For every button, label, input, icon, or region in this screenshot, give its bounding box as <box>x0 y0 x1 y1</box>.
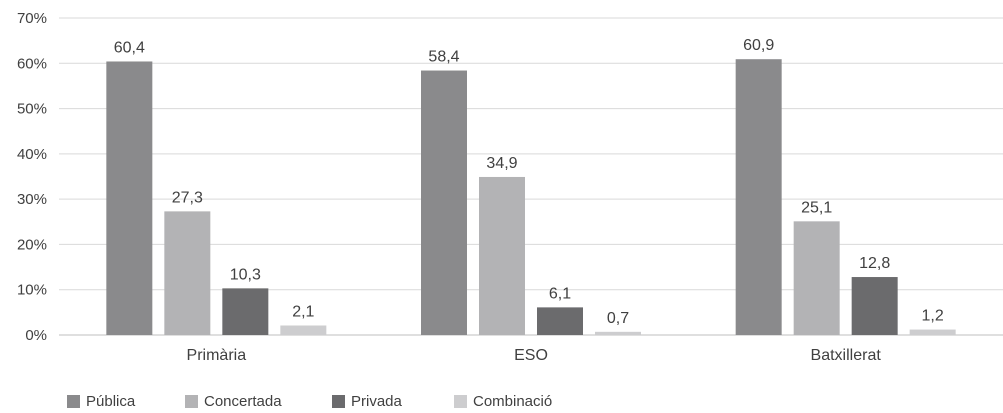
bar <box>595 331 641 335</box>
bar <box>106 61 153 336</box>
bar <box>909 329 956 335</box>
legend-swatch <box>454 394 467 408</box>
data-label: 27,3 <box>172 189 203 206</box>
bars: 60,4 27,3 10,3 2,1 58,4 34,9 6,1 0,7 60,9 25,1 12,… <box>106 37 956 336</box>
data-label: 0,7 <box>607 310 629 327</box>
bar <box>735 59 782 336</box>
y-tick-label: 40% <box>17 146 47 163</box>
data-label: 60,9 <box>743 37 774 54</box>
y-tick-label: 70% <box>17 10 47 27</box>
data-label: 6,1 <box>549 285 571 302</box>
legend-item-privada: Privada <box>332 393 454 410</box>
bar <box>164 211 211 335</box>
y-tick-label: 50% <box>17 101 47 118</box>
x-tick-label: Primària <box>187 347 247 364</box>
y-tick-label: 60% <box>17 55 47 72</box>
data-label: 2,1 <box>292 303 314 320</box>
legend-label: Combinació <box>473 392 553 410</box>
legend-label: Pública <box>86 392 136 410</box>
bar <box>421 70 467 335</box>
data-label: 60,4 <box>114 39 145 56</box>
legend: Pública Concertada Privada Combinació <box>67 393 552 410</box>
y-tick-label: 20% <box>17 236 47 253</box>
gridlines <box>59 17 1003 336</box>
y-tick-label: 0% <box>25 327 47 344</box>
data-label: 10,3 <box>230 266 261 283</box>
x-axis: Primària ESO Batxillerat <box>187 347 882 364</box>
legend-swatch <box>185 394 198 408</box>
legend-swatch <box>67 394 80 408</box>
legend-item-combinacio: Combinació <box>454 393 552 410</box>
data-label: 25,1 <box>801 199 832 216</box>
bar <box>793 221 840 335</box>
legend-item-concertada: Concertada <box>185 393 332 410</box>
legend-label: Concertada <box>204 392 282 410</box>
x-tick-label: Batxillerat <box>811 347 882 364</box>
legend-label: Privada <box>351 392 402 410</box>
data-label: 1,2 <box>922 308 944 325</box>
bar <box>479 176 525 335</box>
data-label: 58,4 <box>428 49 459 66</box>
bar <box>222 288 269 335</box>
y-tick-label: 10% <box>17 282 47 299</box>
y-tick-label: 30% <box>17 191 47 208</box>
y-axis: 0% 10% 20% 30% 40% 50% 60% 70% <box>17 10 47 344</box>
bar-chart: 0% 10% 20% 30% 40% 50% 60% 70% 60,4 27,3 10,3 2,1 5… <box>17 10 1003 364</box>
legend-item-publica: Pública <box>67 393 185 410</box>
legend-swatch <box>332 394 345 408</box>
data-label: 12,8 <box>859 255 890 272</box>
bar <box>851 277 898 335</box>
x-tick-label: ESO <box>514 347 548 364</box>
data-label: 34,9 <box>486 155 517 172</box>
bar <box>537 307 583 335</box>
bar <box>280 325 327 335</box>
